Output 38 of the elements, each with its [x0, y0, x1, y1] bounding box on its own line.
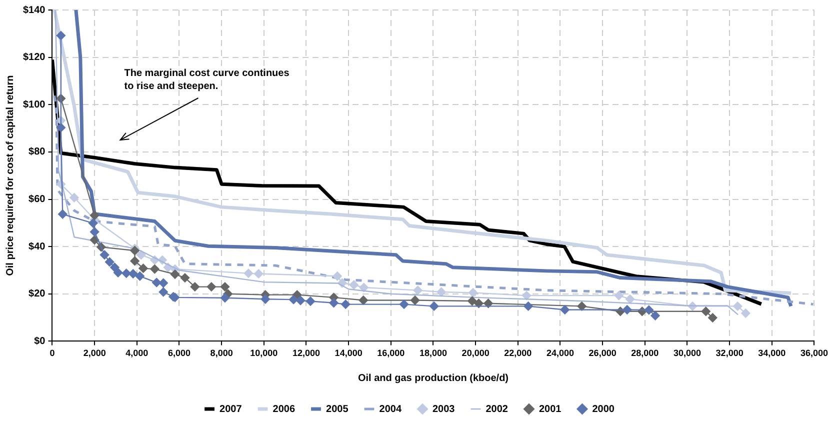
- x-tick-label: 36,000: [800, 348, 828, 358]
- x-tick-label: 26,000: [588, 348, 616, 358]
- x-tick-label: 12,000: [292, 348, 320, 358]
- y-axis-title: Oil price required for cost of capital return: [4, 75, 16, 276]
- y-tick-label: $140: [22, 4, 46, 16]
- legend-label: 2004: [379, 404, 402, 415]
- x-tick-label: 10,000: [250, 348, 278, 358]
- x-tick-label: 18,000: [419, 348, 448, 358]
- x-tick-label: 20,000: [462, 348, 490, 358]
- x-tick-label: 28,000: [631, 348, 659, 358]
- x-tick-label: 14,000: [334, 348, 362, 358]
- x-tick-label: 30,000: [673, 348, 702, 358]
- x-tick-label: 4,000: [126, 348, 148, 358]
- y-tick-label: $0: [34, 336, 46, 347]
- x-tick-label: 24,000: [546, 348, 574, 358]
- legend-label: 2007: [220, 404, 242, 415]
- x-tick-label: 0: [50, 348, 55, 358]
- x-tick-label: 34,000: [758, 348, 786, 358]
- legend-label: 2002: [486, 404, 508, 415]
- y-tick-label: $80: [28, 146, 46, 158]
- x-tick-label: 22,000: [504, 348, 532, 358]
- x-tick-label: 2,000: [83, 348, 106, 358]
- x-tick-label: 32,000: [716, 348, 744, 358]
- legend-label: 2006: [272, 404, 296, 415]
- legend-label: 2001: [538, 404, 562, 415]
- y-tick-label: $60: [28, 194, 46, 206]
- y-tick-label: $100: [22, 99, 46, 110]
- legend-label: 2000: [592, 404, 615, 415]
- x-tick-label: 6,000: [168, 348, 191, 358]
- annotation: The marginal cost curve continues to rise and steepen.: [124, 68, 290, 92]
- x-tick-label: 8,000: [210, 348, 233, 358]
- legend-label: 2003: [432, 404, 456, 415]
- y-tick-label: $20: [28, 288, 46, 300]
- x-axis-title: Oil and gas production (kboe/d): [358, 372, 509, 384]
- x-tick-label: 16,000: [377, 348, 405, 358]
- y-tick-label: $40: [28, 241, 46, 252]
- y-tick-label: $120: [22, 52, 46, 64]
- legend-label: 2005: [326, 404, 349, 415]
